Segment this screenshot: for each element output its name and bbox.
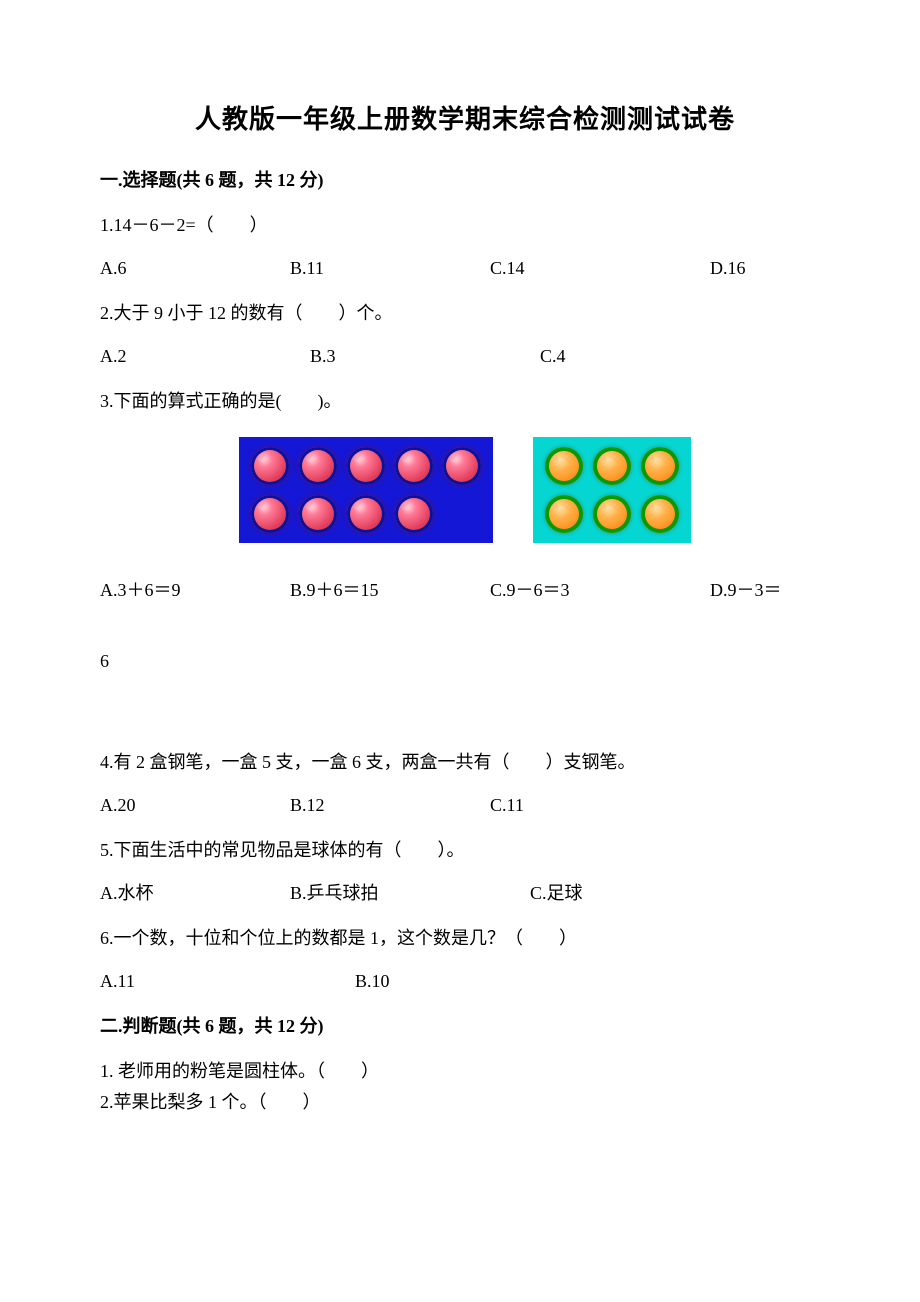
- q1-option-b: B.11: [290, 255, 490, 282]
- question-3-text: 3.下面的算式正确的是( )。: [100, 388, 830, 415]
- spacer: [100, 618, 830, 648]
- q4-option-c: C.11: [490, 792, 524, 819]
- dots-row: [251, 495, 481, 533]
- q2-option-c: C.4: [540, 343, 566, 370]
- question-1-options: A.6 B.11 C.14 D.16: [100, 255, 830, 282]
- dot-icon: [299, 495, 337, 533]
- question-3-figure: [100, 437, 830, 543]
- question-6-text: 6.一个数，十位和个位上的数都是 1，这个数是几？（ ）: [100, 925, 830, 952]
- question-6-options: A.11 B.10: [100, 968, 830, 995]
- dot-icon: [545, 447, 583, 485]
- q6-option-b: B.10: [355, 968, 390, 995]
- dots-row: [251, 447, 481, 485]
- dots-panel-left: [239, 437, 493, 543]
- q1-option-d: D.16: [710, 255, 746, 282]
- judgement-2: 2.苹果比梨多 1 个。（ ）: [100, 1089, 830, 1116]
- question-1: 1.14－6－2=（ ） A.6 B.11 C.14 D.16: [100, 212, 830, 282]
- q5-option-c: C.足球: [530, 880, 583, 907]
- q2-option-a: A.2: [100, 343, 310, 370]
- section-1-header: 一.选择题(共 6 题，共 12 分): [100, 167, 830, 194]
- dot-icon: [299, 447, 337, 485]
- q6-option-a: A.11: [100, 968, 355, 995]
- question-6: 6.一个数，十位和个位上的数都是 1，这个数是几？（ ） A.11 B.10: [100, 925, 830, 995]
- dot-icon: [395, 447, 433, 485]
- dot-icon: [545, 495, 583, 533]
- question-5-text: 5.下面生活中的常见物品是球体的有（ ）。: [100, 837, 830, 864]
- dots-row: [545, 447, 679, 485]
- spacer: [100, 691, 830, 731]
- q1-option-c: C.14: [490, 255, 710, 282]
- question-3-options: A.3＋6＝9 B.9＋6＝15 C.9－6＝3 D.9－3＝: [100, 577, 830, 604]
- q3-option-c: C.9－6＝3: [490, 577, 710, 604]
- dot-icon: [347, 447, 385, 485]
- q1-option-a: A.6: [100, 255, 290, 282]
- dot-icon: [347, 495, 385, 533]
- question-3: 3.下面的算式正确的是( )。: [100, 388, 830, 731]
- dot-icon: [251, 447, 289, 485]
- dot-icon: [593, 447, 631, 485]
- judgement-1: 1. 老师用的粉笔是圆柱体。（ ）: [100, 1058, 830, 1085]
- q5-option-b: B.乒乓球拍: [290, 880, 530, 907]
- dots-panel-right: [533, 437, 691, 543]
- question-2: 2.大于 9 小于 12 的数有（ ）个。 A.2 B.3 C.4: [100, 300, 830, 370]
- question-2-text: 2.大于 9 小于 12 的数有（ ）个。: [100, 300, 830, 327]
- question-4-text: 4.有 2 盒钢笔，一盒 5 支，一盒 6 支，两盒一共有（ ）支钢笔。: [100, 749, 830, 776]
- q3-option-b: B.9＋6＝15: [290, 577, 490, 604]
- section-2-header: 二.判断题(共 6 题，共 12 分): [100, 1013, 830, 1040]
- judgement-items: 1. 老师用的粉笔是圆柱体。（ ） 2.苹果比梨多 1 个。（ ）: [100, 1058, 830, 1116]
- question-5-options: A.水杯 B.乒乓球拍 C.足球: [100, 880, 830, 907]
- dot-icon: [251, 495, 289, 533]
- q2-option-b: B.3: [310, 343, 540, 370]
- dot-icon: [395, 495, 433, 533]
- dot-icon: [641, 447, 679, 485]
- q5-option-a: A.水杯: [100, 880, 290, 907]
- dot-icon: [443, 447, 481, 485]
- question-5: 5.下面生活中的常见物品是球体的有（ ）。 A.水杯 B.乒乓球拍 C.足球: [100, 837, 830, 907]
- question-4-options: A.20 B.12 C.11: [100, 792, 830, 819]
- question-1-text: 1.14－6－2=（ ）: [100, 212, 830, 239]
- question-4: 4.有 2 盒钢笔，一盒 5 支，一盒 6 支，两盒一共有（ ）支钢笔。 A.2…: [100, 749, 830, 819]
- q4-option-b: B.12: [290, 792, 490, 819]
- dot-icon: [641, 495, 679, 533]
- q3-option-a: A.3＋6＝9: [100, 577, 290, 604]
- q3-option-d-trail: 6: [100, 648, 830, 675]
- dot-icon: [593, 495, 631, 533]
- q4-option-a: A.20: [100, 792, 290, 819]
- dots-row: [545, 495, 679, 533]
- page-title: 人教版一年级上册数学期末综合检测测试试卷: [100, 100, 830, 139]
- q3-option-d: D.9－3＝: [710, 577, 782, 604]
- question-2-options: A.2 B.3 C.4: [100, 343, 830, 370]
